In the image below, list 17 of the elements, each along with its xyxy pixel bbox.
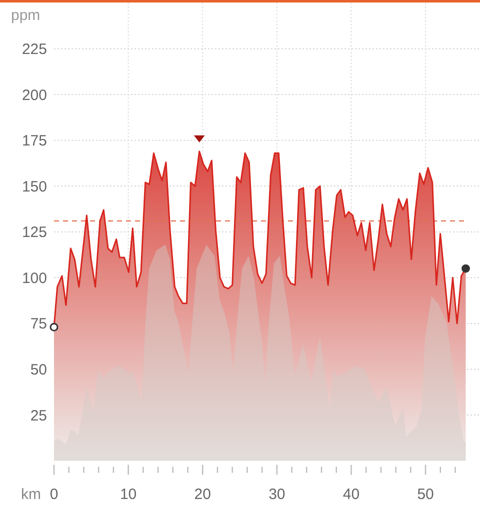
y-tick-label: 25 — [30, 407, 47, 424]
y-tick-label: 125 — [22, 224, 47, 242]
x-tick-label: 10 — [120, 486, 137, 503]
y-tick-label: 200 — [22, 86, 47, 104]
y-tick-label: 100 — [22, 270, 47, 287]
y-tick-label: 225 — [22, 41, 47, 58]
x-tick-label: 20 — [194, 486, 211, 503]
x-tick-label: 30 — [268, 486, 286, 503]
x-tick-label: 0 — [50, 486, 58, 503]
x-tick-label: 40 — [342, 486, 360, 503]
x-axis-title: km — [21, 486, 41, 503]
y-tick-label: 75 — [30, 316, 47, 333]
y-tick-label: 175 — [22, 132, 47, 150]
y-axis-title: ppm — [11, 7, 40, 24]
x-tick-label: 50 — [417, 486, 434, 503]
y-tick-label: 150 — [22, 178, 47, 196]
y-tick-label: 50 — [30, 361, 47, 378]
